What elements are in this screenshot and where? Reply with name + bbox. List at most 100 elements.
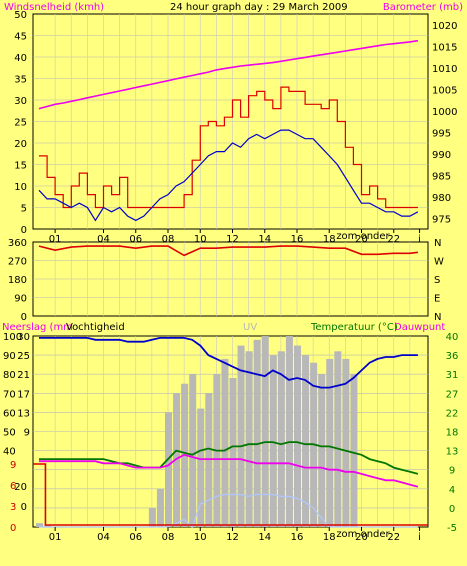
inner-y-tick-label: 17 [17, 389, 30, 400]
x-tick-label: 20 [355, 234, 368, 245]
solar-bar [165, 412, 172, 527]
rain-y-tick-label: 3 [10, 502, 16, 513]
rain-axis-title: Neerslag (mm [2, 322, 73, 333]
solar-bar [237, 345, 245, 527]
x-tick-label: 12 [226, 532, 239, 543]
x-tick-label: 06 [129, 532, 142, 543]
temperature-y-tick-label: 22 [446, 408, 459, 419]
barometer-y-tick-label: 995 [432, 128, 451, 139]
barometer-y-tick-label: 1020 [432, 21, 457, 32]
humidity-axis-title: Vochtigheid [66, 322, 125, 333]
x-tick-label: i [418, 234, 421, 245]
barometer-y-tick-label: 975 [432, 214, 451, 225]
temperature-y-tick-label: 0 [449, 504, 455, 515]
direction-y-tick-label: 360 [8, 238, 27, 249]
x-tick-label: i [418, 532, 421, 543]
x-tick-label: 01 [49, 234, 62, 245]
x-tick-label: 20 [355, 532, 368, 543]
inner-y-tick-label: 30 [17, 332, 30, 343]
solar-bar [156, 488, 164, 527]
solar-bar [350, 374, 358, 527]
temperature-y-tick-label: -5 [447, 523, 457, 534]
solar-bar [44, 525, 52, 527]
humidity-y-tick-label: 50 [3, 428, 16, 439]
wind-y-tick-label: 10 [14, 182, 27, 193]
inner-y-tick-label: 9 [24, 428, 30, 439]
temperature-axis-title: Temperatuur (°C) [310, 322, 398, 333]
sunset-label: zom onder [336, 231, 390, 242]
dewpoint-line [39, 453, 419, 488]
dewpoint-axis-title: Dauwpunt [394, 322, 445, 333]
compass-label: N [434, 312, 441, 323]
x-tick-label: 08 [162, 234, 175, 245]
solar-bar [326, 358, 334, 527]
compass-label: N [434, 238, 441, 249]
humidity-y-tick-label: 90 [3, 351, 16, 362]
solar-bar [197, 408, 205, 527]
inner-y-tick-label: 13 [17, 408, 30, 419]
humidity-y-tick-label: 80 [3, 370, 16, 381]
rain-y-tick-label: 9 [10, 460, 16, 471]
solar-bar [269, 355, 277, 527]
compass-label: W [434, 257, 444, 268]
solar-bar [342, 358, 350, 527]
humidity-y-tick-label: 20 [14, 482, 27, 493]
solar-bar [261, 336, 269, 527]
solar-bar [277, 351, 285, 527]
solar-bar [253, 339, 261, 527]
direction-y-tick-label: 180 [8, 275, 27, 286]
x-tick-label: 12 [226, 234, 239, 245]
humidity-y-tick-label: 100 [3, 332, 22, 343]
wind-y-tick-label: 35 [14, 75, 27, 86]
temperature-y-tick-label: 9 [449, 466, 455, 477]
x-tick-label: 18 [323, 234, 336, 245]
compass-label: E [434, 294, 440, 305]
solar-bar [229, 378, 237, 527]
wind-y-tick-label: 5 [21, 204, 27, 215]
temperature-y-tick-label: 18 [446, 428, 459, 439]
x-tick-label: 14 [258, 234, 271, 245]
barometer-y-tick-label: 1005 [432, 85, 457, 96]
solar-bar [334, 351, 342, 527]
wind-y-tick-label: 30 [14, 96, 27, 107]
x-tick-label: 08 [162, 532, 175, 543]
x-tick-label: 16 [291, 532, 304, 543]
temperature-y-tick-label: 40 [446, 332, 459, 343]
temperature-y-tick-label: 36 [446, 351, 459, 362]
humidity-y-tick-label: 0 [21, 502, 27, 513]
temperature-y-tick-label: 27 [446, 389, 459, 400]
humidity-line [39, 336, 418, 389]
solar-bar [148, 507, 156, 527]
x-tick-label: 01 [49, 532, 62, 543]
x-tick-label: 10 [194, 234, 207, 245]
direction-y-tick-label: 0 [21, 312, 27, 323]
barometer-y-tick-label: 1015 [432, 42, 457, 53]
wind-gust-line [39, 86, 418, 209]
rain-line [33, 463, 428, 526]
humidity-y-tick-label: 40 [3, 447, 16, 458]
uv-line [39, 493, 418, 529]
direction-y-tick-label: 90 [14, 294, 27, 305]
solar-bar [302, 355, 310, 527]
direction-y-tick-label: 270 [8, 257, 27, 268]
compass-label: S [434, 275, 440, 286]
x-tick-label: 16 [291, 234, 304, 245]
inner-y-tick-label: 21 [17, 370, 30, 381]
wind-y-tick-label: 0 [21, 225, 27, 236]
temperature-y-tick-label: 31 [446, 370, 459, 381]
solar-bar [205, 393, 213, 527]
rain-y-tick-label: 0 [10, 523, 16, 534]
solar-bar [189, 374, 197, 527]
barometer-y-tick-label: 990 [432, 150, 451, 161]
rain-y-tick-label: 6 [10, 481, 16, 492]
x-tick-label: 04 [97, 234, 110, 245]
x-tick-label: 10 [194, 532, 207, 543]
x-tick-label: 04 [97, 532, 110, 543]
solar-bar [36, 523, 43, 527]
solar-bar [173, 393, 181, 527]
barometer-y-tick-label: 1010 [432, 64, 457, 75]
wind-y-tick-label: 15 [14, 161, 27, 172]
wind-axis-title: Windsnelheid (kmh) [4, 2, 104, 13]
temperature-y-tick-label: 13 [446, 447, 459, 458]
x-tick-label: 06 [129, 234, 142, 245]
